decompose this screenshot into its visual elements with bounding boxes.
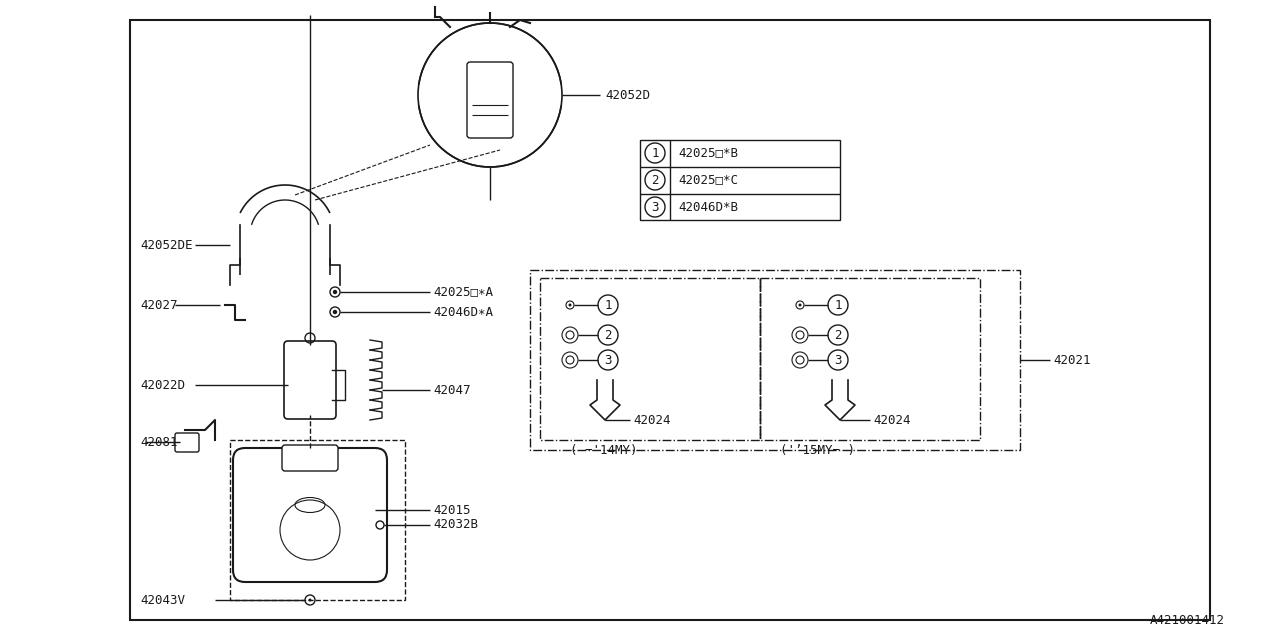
Text: 42024: 42024: [634, 413, 671, 426]
Text: A421001412: A421001412: [1149, 614, 1225, 627]
Circle shape: [308, 598, 311, 602]
Text: 3: 3: [652, 200, 659, 214]
FancyBboxPatch shape: [282, 445, 338, 471]
Text: 42022D: 42022D: [140, 378, 186, 392]
Circle shape: [334, 310, 337, 314]
Text: 2: 2: [835, 328, 842, 342]
Text: 1: 1: [835, 298, 842, 312]
Text: ( −'14MY): ( −'14MY): [570, 444, 637, 456]
Text: 2: 2: [604, 328, 612, 342]
Text: 42052D: 42052D: [605, 88, 650, 102]
Text: 42043V: 42043V: [140, 593, 186, 607]
Text: 42052DE: 42052DE: [140, 239, 192, 252]
Circle shape: [799, 303, 801, 307]
Text: 42015: 42015: [433, 504, 471, 516]
Text: 42032B: 42032B: [433, 518, 477, 531]
Text: 3: 3: [835, 353, 842, 367]
Text: 1: 1: [652, 147, 659, 159]
FancyBboxPatch shape: [284, 341, 337, 419]
Text: 42081: 42081: [140, 435, 178, 449]
FancyBboxPatch shape: [233, 448, 387, 582]
Text: 2: 2: [652, 173, 659, 186]
Text: 42046D∗A: 42046D∗A: [433, 305, 493, 319]
Text: ('’15MY− ): ('’15MY− ): [780, 444, 855, 456]
Text: 42046D*B: 42046D*B: [678, 200, 739, 214]
Text: 42027: 42027: [140, 298, 178, 312]
FancyBboxPatch shape: [467, 62, 513, 138]
Text: 42021: 42021: [1053, 353, 1091, 367]
Text: 42025□*C: 42025□*C: [678, 173, 739, 186]
Circle shape: [568, 303, 571, 307]
Text: 1: 1: [604, 298, 612, 312]
Text: 42025□∗A: 42025□∗A: [433, 285, 493, 298]
Text: 42025□*B: 42025□*B: [678, 147, 739, 159]
FancyBboxPatch shape: [175, 433, 198, 452]
FancyBboxPatch shape: [640, 140, 840, 220]
FancyBboxPatch shape: [131, 20, 1210, 620]
Text: 42047: 42047: [433, 383, 471, 397]
Text: 42024: 42024: [873, 413, 910, 426]
Text: 3: 3: [604, 353, 612, 367]
Circle shape: [334, 291, 337, 294]
